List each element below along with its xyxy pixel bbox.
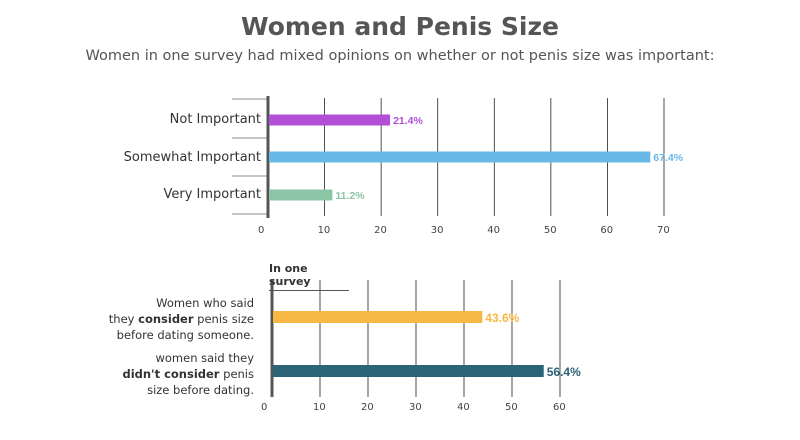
x-tick-label: 50 <box>544 225 557 236</box>
x-tick-label: 40 <box>487 225 500 236</box>
label-line: didn't consider penis <box>24 366 254 382</box>
category-label-consider: Women who said they consider penis size … <box>24 295 254 343</box>
x-tick-label: 50 <box>505 402 518 413</box>
bar <box>269 189 333 201</box>
bar-value-label: 21.4% <box>393 115 423 127</box>
label-line: women said they <box>155 351 254 365</box>
x-tick-label: 30 <box>431 225 444 236</box>
bar <box>269 114 391 126</box>
bar-value-label: 11.2% <box>335 190 365 202</box>
category-label-didnt-consider: women said they didn't consider penis si… <box>24 350 254 398</box>
x-tick-label: 10 <box>318 225 331 236</box>
x-tick-label: 40 <box>457 402 470 413</box>
bar-value-label: 43.6% <box>485 311 519 325</box>
x-tick-label: 20 <box>361 402 374 413</box>
label-text: penis size <box>193 312 254 326</box>
x-tick-label: 60 <box>553 402 566 413</box>
bar-value-label: 56.4% <box>547 365 581 379</box>
label-emphasis: didn't consider <box>122 367 220 381</box>
chart-subtitle: Women in one survey had mixed opinions o… <box>85 48 715 64</box>
x-tick-label: 10 <box>313 402 326 413</box>
x-tick-label: 20 <box>374 225 387 236</box>
label-line: Women who said <box>156 296 254 310</box>
category-label-very-important: Very Important <box>163 187 262 202</box>
x-tick-label: 60 <box>600 225 613 236</box>
label-line: size before dating. <box>147 383 254 397</box>
label-line: they consider penis size <box>24 311 254 327</box>
category-label-somewhat-important: Somewhat Important <box>123 150 261 165</box>
category-label-not-important: Not Important <box>169 112 261 127</box>
survey-subheading: In one survey <box>269 262 349 291</box>
label-emphasis: consider <box>138 312 194 326</box>
x-tick-label: 0 <box>261 402 267 413</box>
bar <box>273 311 483 323</box>
chart-title: Women and Penis Size <box>241 12 559 41</box>
bar-value-label: 67.4% <box>653 152 683 164</box>
label-text: they <box>108 312 139 326</box>
bar <box>273 365 544 377</box>
x-tick-label: 30 <box>409 402 422 413</box>
bar <box>269 151 651 163</box>
x-tick-label: 70 <box>657 225 670 236</box>
x-tick-label: 0 <box>258 225 264 236</box>
label-text: penis <box>219 367 254 381</box>
label-line: before dating someone. <box>116 328 254 342</box>
